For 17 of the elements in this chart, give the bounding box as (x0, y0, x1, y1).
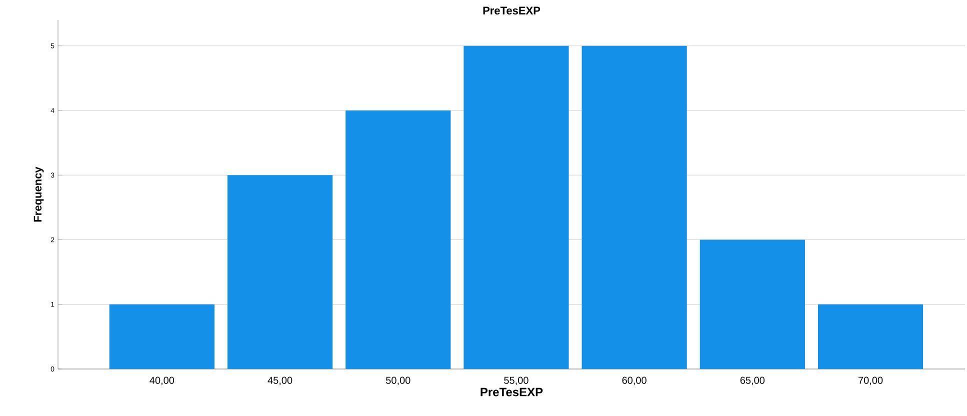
bar (227, 175, 333, 369)
x-tick-label: 70,00 (858, 376, 883, 386)
x-tick-label: 65,00 (740, 376, 765, 386)
y-axis-title: Frequency (34, 166, 44, 222)
bar (346, 110, 451, 369)
chart-title: PreTesEXP (483, 6, 540, 14)
bar (818, 304, 924, 369)
x-tick-label: 50,00 (386, 376, 410, 386)
bar (582, 46, 687, 369)
bar (700, 240, 805, 369)
x-tick-label: 60,00 (622, 376, 646, 386)
bar (464, 46, 569, 369)
x-tick-label: 55,00 (504, 376, 528, 386)
x-tick-label: 45,00 (268, 376, 292, 386)
x-axis-title: PreTesEXP (480, 388, 543, 396)
bar (109, 304, 214, 369)
x-tick-label: 40,00 (150, 376, 174, 386)
